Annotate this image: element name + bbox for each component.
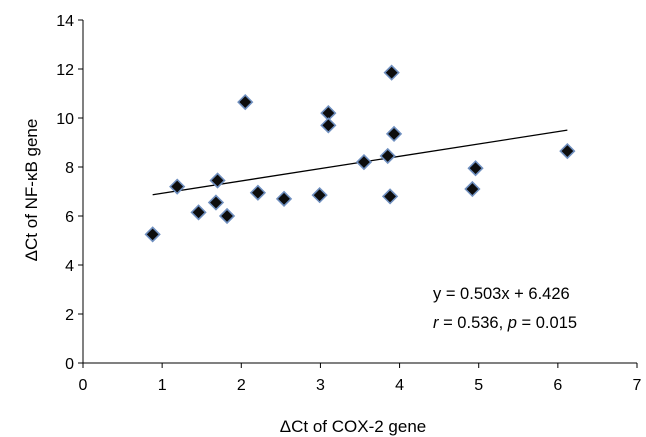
x-tick-label: 6 [553, 377, 562, 394]
y-axis-ticks: 0 2 4 6 8 10 12 14 [56, 13, 83, 373]
x-axis-title: ΔCt of COX-2 gene [280, 417, 426, 436]
r-value: = 0.536, [439, 314, 508, 332]
x-tick-label: 1 [158, 377, 167, 394]
data-point [249, 184, 267, 201]
axes [82, 20, 637, 364]
x-tick-label: 2 [237, 377, 246, 394]
data-point [144, 226, 161, 243]
y-tick-label: 12 [56, 62, 74, 79]
correlation-stats: r = 0.536, p = 0.015 [433, 314, 577, 332]
data-point [237, 93, 254, 111]
y-tick-label: 0 [65, 356, 74, 373]
data-point [311, 187, 328, 204]
data-point [218, 207, 236, 225]
data-point [385, 125, 403, 143]
data-point [169, 178, 186, 195]
y-tick-label: 8 [65, 160, 74, 177]
y-tick-label: 2 [65, 307, 74, 324]
x-tick-label: 0 [79, 377, 88, 394]
data-point [320, 117, 337, 134]
y-tick-label: 10 [56, 111, 74, 128]
p-value: = 0.015 [517, 314, 577, 332]
y-tick-label: 4 [65, 258, 74, 275]
x-tick-label: 7 [633, 377, 642, 394]
y-tick-label: 6 [65, 209, 74, 226]
p-symbol: p [507, 314, 517, 332]
data-point [207, 194, 225, 211]
data-points [144, 64, 576, 243]
data-point [467, 160, 484, 177]
data-point [559, 142, 576, 160]
x-tick-label: 4 [395, 377, 404, 394]
y-axis-title: ΔCt of NF-κB gene [22, 119, 41, 262]
data-point [379, 147, 396, 165]
data-point [355, 153, 373, 171]
regression-equation: y = 0.503x + 6.426 [433, 285, 570, 303]
x-tick-label: 5 [474, 377, 483, 394]
data-point [209, 172, 226, 189]
data-point [464, 180, 481, 198]
data-point [190, 204, 207, 221]
x-axis-ticks: 0 1 2 3 4 5 6 7 [79, 363, 642, 394]
r-symbol: r [433, 314, 440, 332]
data-point [275, 190, 293, 207]
data-point [381, 188, 399, 205]
y-tick-label: 14 [56, 13, 74, 30]
data-point [383, 64, 400, 81]
x-tick-label: 3 [316, 377, 325, 394]
